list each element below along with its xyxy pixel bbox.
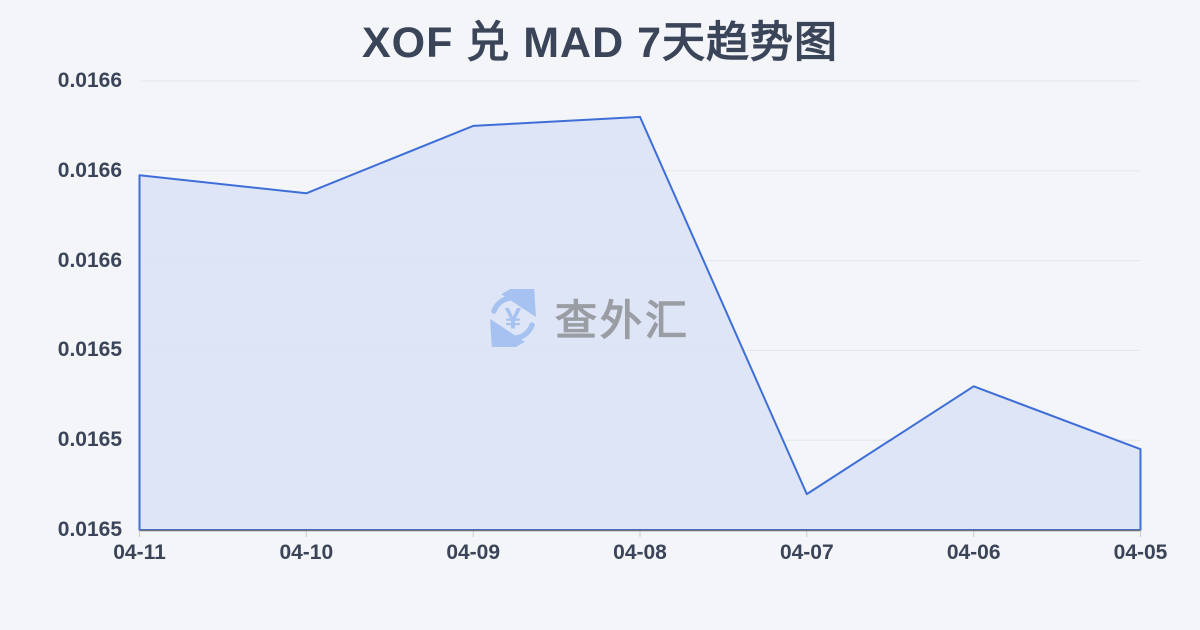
x-axis-label: 04-08: [613, 541, 667, 564]
currency-exchange-icon: ¥: [490, 288, 536, 347]
y-axis-label: 0.0165: [57, 338, 122, 362]
x-axis-label: 04-10: [279, 541, 334, 564]
x-axis-label: 04-07: [779, 541, 834, 564]
x-axis-label: 04-05: [1113, 541, 1168, 564]
x-axis-label: 04-11: [113, 541, 166, 564]
watermark: ¥ 查外汇: [484, 287, 690, 348]
chart-title: XOF 兑 MAD 7天趋势图: [361, 19, 839, 67]
watermark-text: 查外汇: [555, 297, 691, 344]
y-axis-label: 0.0166: [57, 69, 122, 92]
y-axis-label: 0.0165: [57, 428, 122, 452]
x-axis-label: 04-09: [446, 541, 501, 564]
y-axis-label: 0.0165: [57, 518, 122, 541]
svg-text:¥: ¥: [505, 302, 522, 335]
x-axis-label: 04-06: [946, 541, 1001, 564]
y-axis-label: 0.0166: [57, 248, 122, 272]
y-axis-label: 0.0166: [57, 158, 122, 182]
